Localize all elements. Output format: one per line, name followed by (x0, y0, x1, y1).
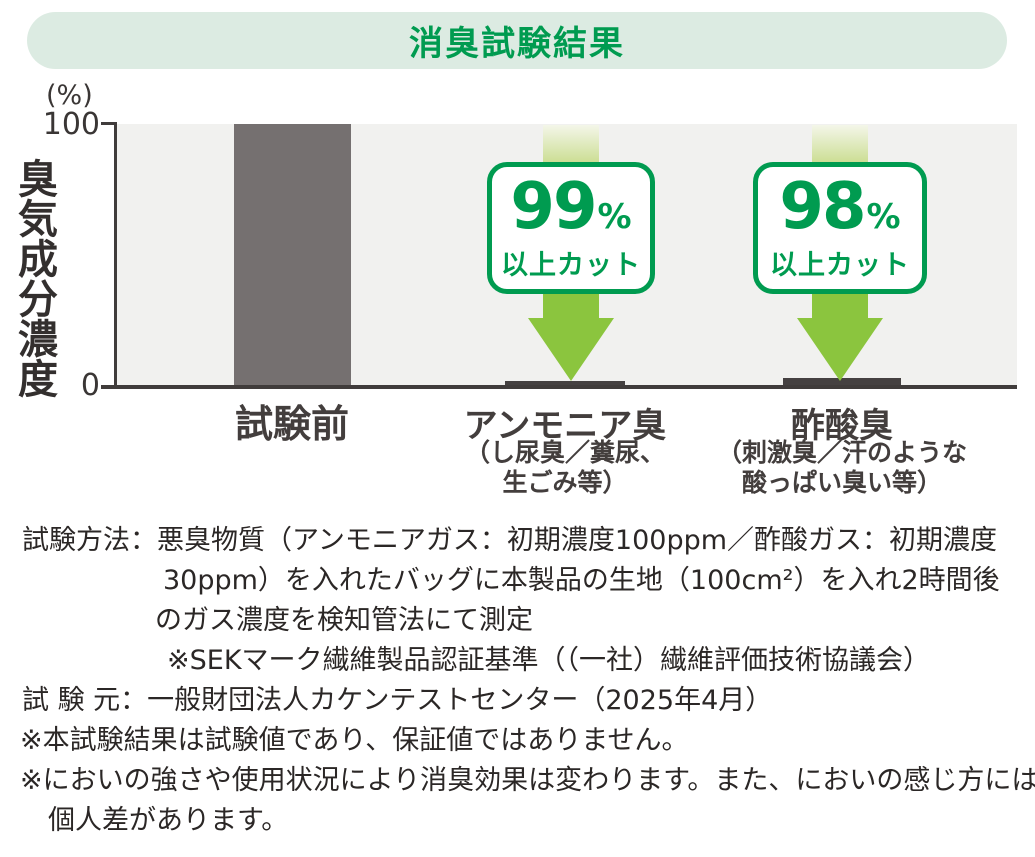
title-banner: 消臭試験結果 (27, 12, 1007, 69)
down-arrow-gradient-band (543, 125, 599, 164)
y-tick-label-100: 100 (42, 107, 100, 142)
down-arrow-shaft (812, 292, 868, 320)
cut-rate-value-row: 98 % (779, 175, 900, 239)
test-notes-block: 試験方法：悪臭物質（アンモニアガス：初期濃度100ppm／酢酸ガス：初期濃度 3… (20, 521, 1035, 841)
subnote-line: （刺激臭／汗のような (716, 438, 967, 467)
cut-rate-label: 以上カット (770, 249, 910, 281)
category-subnote-acetic: （刺激臭／汗のような 酸っぱい臭い等） (692, 438, 992, 498)
note-test-method-line2: 30ppm）を入れたバッグに本製品の生地（100cm²）を入れ2時間後 (163, 565, 1000, 596)
note-sek-standard: ※SEKマーク繊維製品認証基準（（一社）繊維評価技術協議会） (167, 645, 931, 676)
note-test-method-line3: のガス濃度を検知管法にて測定 (155, 605, 533, 636)
cut-rate-value: 99 (510, 169, 597, 244)
x-axis-line (101, 385, 1017, 389)
category-label-before-test: 試験前 (234, 402, 349, 446)
cut-rate-unit: % (866, 196, 901, 237)
subnote-line: 生ごみ等） (502, 468, 628, 497)
note-disclaimer-2-line2: 個人差があります。 (48, 805, 289, 836)
cut-rate-value-row: 99 % (510, 175, 631, 239)
cut-rate-callout-ammonia: 99 % 以上カット (487, 162, 655, 294)
y-axis-title: 臭気成分濃度 (11, 158, 57, 398)
cut-rate-callout-acetic: 98 % 以上カット (753, 162, 927, 294)
note-test-agency: 試 験 元：一般財団法人カケンテストセンター（2025年4月） (22, 685, 773, 716)
subnote-line: （し尿臭／糞尿、 (464, 438, 665, 467)
y-axis-line (114, 124, 117, 387)
page-title: 消臭試験結果 (409, 24, 625, 64)
down-arrow-icon (797, 318, 883, 381)
y-tick-label-0: 0 (80, 368, 100, 403)
cut-rate-value: 98 (779, 169, 866, 244)
down-arrow-icon (528, 318, 614, 381)
cut-rate-label: 以上カット (501, 249, 641, 281)
down-arrow-shaft (543, 292, 599, 320)
down-arrow-gradient-band (812, 125, 868, 164)
note-disclaimer-1: ※本試験結果は試験値であり、保証値ではありません。 (20, 725, 689, 756)
y-axis-tick-mark (101, 122, 117, 125)
category-subnote-ammonia: （し尿臭／糞尿、 生ごみ等） (415, 438, 715, 498)
subnote-line: 酸っぱい臭い等） (741, 468, 942, 497)
category-label-acetic: 酢酸臭 (791, 406, 893, 446)
y-axis-unit-label: (%) (46, 80, 93, 111)
bar-ammonia-residual (505, 381, 625, 385)
note-disclaimer-2-line1: ※においの強さや使用状況により消臭効果は変わります。また、においの感じ方には (20, 765, 1035, 796)
category-label-ammonia: アンモニア臭 (463, 406, 667, 446)
bar-before-test (234, 124, 351, 385)
bar-acetic-residual (783, 378, 901, 385)
note-test-method-line1: 試験方法：悪臭物質（アンモニアガス：初期濃度100ppm／酢酸ガス：初期濃度 (22, 525, 998, 556)
cut-rate-unit: % (597, 196, 632, 237)
